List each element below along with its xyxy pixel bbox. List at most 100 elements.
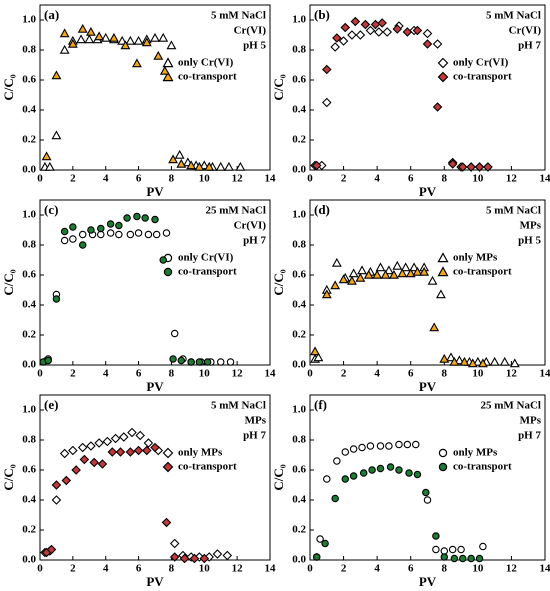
data-point <box>366 442 375 450</box>
annotation: Cr(VI) <box>234 25 267 37</box>
data-point <box>466 162 476 172</box>
data-point <box>382 27 392 37</box>
data-point <box>51 480 62 490</box>
y-tick-label: 1.0 <box>22 14 36 26</box>
y-axis-label: C/C₀ <box>271 74 286 100</box>
y-tick-label: 1.0 <box>292 404 306 416</box>
data-point <box>313 352 324 362</box>
data-point <box>412 266 423 276</box>
x-tick-label: 6 <box>408 563 414 575</box>
data-point <box>330 280 341 290</box>
data-point <box>489 356 500 366</box>
data-point <box>94 31 105 41</box>
data-point <box>133 212 141 221</box>
y-tick-label: 0.4 <box>292 494 306 506</box>
data-point <box>383 265 394 275</box>
x-axis-label: PV <box>146 574 164 589</box>
data-point <box>403 440 412 449</box>
data-point <box>370 19 381 30</box>
annotation: 5 mM NaCl <box>486 10 541 22</box>
x-tick-label: 0 <box>307 368 313 380</box>
data-point <box>222 550 233 561</box>
data-point <box>395 440 403 449</box>
data-point <box>422 39 433 49</box>
y-tick-label: 1.0 <box>22 209 36 221</box>
data-point <box>131 58 142 68</box>
data-point <box>86 441 96 451</box>
data-point <box>374 27 384 37</box>
data-point <box>372 269 383 279</box>
y-tick-label: 0.4 <box>22 299 36 311</box>
data-point <box>60 227 69 236</box>
x-axis-label: PV <box>146 379 164 394</box>
y-tick-label: 0.0 <box>22 554 36 566</box>
data-point <box>358 443 366 452</box>
data-point <box>199 160 210 170</box>
data-point <box>427 275 438 285</box>
x-tick-label: 0 <box>307 563 313 575</box>
data-point <box>439 353 450 363</box>
data-point <box>143 438 154 448</box>
y-tick-label: 1.0 <box>292 14 306 26</box>
data-point <box>432 545 440 554</box>
y-tick-label: 0.2 <box>292 134 306 146</box>
x-tick-label: 8 <box>169 368 175 380</box>
x-tick-label: 8 <box>169 173 175 185</box>
plot-frame <box>39 4 271 171</box>
data-point <box>97 230 105 239</box>
data-point <box>216 358 225 366</box>
data-point <box>479 542 487 551</box>
x-tick-label: 4 <box>374 563 380 575</box>
data-point <box>359 469 368 477</box>
data-point <box>377 18 387 28</box>
x-tick-label: 12 <box>232 173 244 185</box>
data-point <box>449 356 460 366</box>
data-point <box>311 160 322 171</box>
data-point <box>472 356 483 366</box>
data-point <box>187 358 195 366</box>
annotation: MPs <box>520 415 542 427</box>
data-point <box>168 154 179 164</box>
x-tick-label: 10 <box>199 563 211 575</box>
data-point <box>76 34 87 44</box>
annotation: pH 7 <box>243 235 266 247</box>
x-tick-label: 2 <box>70 563 76 575</box>
data-point <box>448 545 457 554</box>
data-point <box>499 356 510 366</box>
data-point <box>159 65 170 75</box>
legend-marker <box>162 57 174 68</box>
plot-frame <box>39 394 271 561</box>
y-tick-label: 0.6 <box>292 74 306 86</box>
x-axis-label: PV <box>419 574 437 589</box>
data-point <box>159 256 167 264</box>
data-point <box>457 162 468 172</box>
plot-frame <box>309 394 546 561</box>
data-point <box>392 260 403 270</box>
legend-label: co-transport <box>453 71 512 83</box>
data-point <box>106 229 115 237</box>
legend-label: only Cr(VI) <box>178 252 234 264</box>
y-tick-label: 0.8 <box>292 239 306 251</box>
data-point <box>331 494 339 503</box>
panel-label: (a) <box>44 7 59 22</box>
data-point <box>133 445 144 456</box>
x-tick-label: 14 <box>265 563 277 575</box>
x-axis-label: PV <box>146 184 164 199</box>
plot-frame <box>39 199 271 366</box>
y-axis-label: C/C₀ <box>1 269 16 295</box>
x-tick-label: 10 <box>472 563 484 575</box>
annotation: pH 7 <box>518 430 541 442</box>
legend-label: co-transport <box>178 266 237 278</box>
annotation: 25 mM NaCl <box>481 400 542 412</box>
x-tick-label: 12 <box>506 563 518 575</box>
data-point <box>51 70 62 80</box>
data-point <box>467 554 475 563</box>
data-point <box>115 221 123 230</box>
data-point <box>162 229 171 237</box>
data-point <box>330 42 340 52</box>
data-point <box>386 463 395 471</box>
data-point <box>60 236 69 245</box>
annotation: pH 5 <box>243 40 266 52</box>
data-point <box>333 457 341 465</box>
data-point <box>59 28 70 38</box>
